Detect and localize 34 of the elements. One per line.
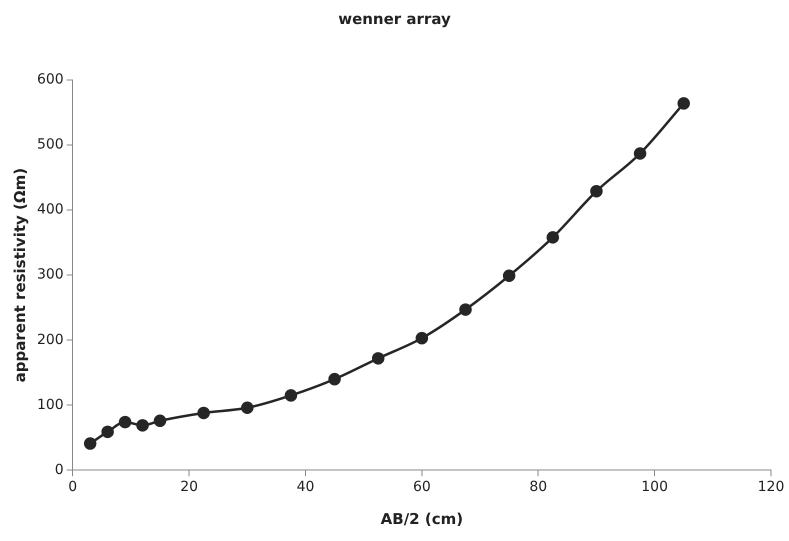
point	[546, 231, 560, 244]
point	[284, 389, 298, 402]
y-tick-label: 300	[36, 266, 64, 283]
x-tick-label: 20	[180, 479, 198, 496]
point	[197, 406, 210, 420]
point	[677, 97, 690, 110]
x-tick-label: 0	[68, 479, 78, 496]
x-tick-label: 40	[296, 479, 314, 496]
y-tick-label: 500	[36, 136, 64, 153]
point	[416, 332, 428, 344]
x-axis-title: AB/2 (cm)	[380, 510, 464, 528]
point	[459, 303, 472, 316]
y-tick-label: 600	[36, 72, 64, 88]
chart-title: wenner array	[337, 10, 452, 28]
point	[634, 147, 646, 160]
x-tick-label: 60	[412, 479, 431, 496]
y-tick-label: 100	[36, 396, 64, 413]
point	[372, 352, 384, 365]
point	[241, 402, 254, 414]
point	[84, 437, 96, 450]
y-tick-label: 200	[36, 332, 64, 348]
y-axis-title: apparent resistivity (Ωm)	[10, 168, 29, 382]
y-tick-label: 400	[36, 202, 64, 218]
x-tick-label: 100	[641, 479, 668, 496]
x-tick-label: 120	[758, 479, 784, 496]
point	[328, 372, 341, 386]
point	[154, 414, 166, 428]
y-tick-label: 0	[54, 462, 64, 478]
point	[502, 270, 516, 282]
point	[118, 416, 132, 428]
point	[101, 426, 114, 438]
point	[590, 184, 603, 198]
x-tick-label: 80	[529, 479, 548, 496]
point	[136, 419, 149, 432]
